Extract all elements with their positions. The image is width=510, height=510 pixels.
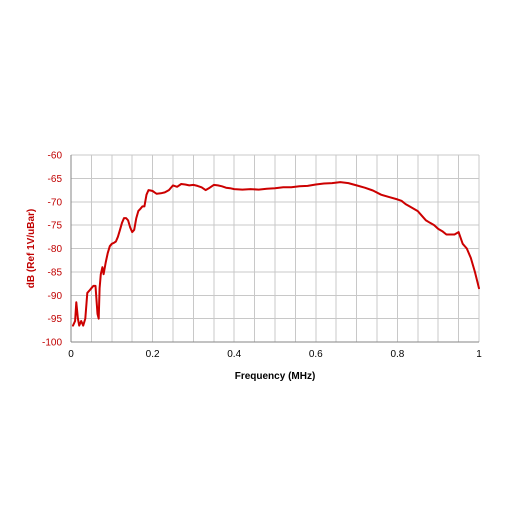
- y-tick-label: -80: [48, 244, 63, 255]
- y-tick-label: -75: [48, 221, 63, 232]
- y-tick-label: -65: [48, 174, 63, 185]
- y-tick-labels: -60 -65 -70 -75 -80 -85 -90 -95 -100: [42, 151, 62, 349]
- x-tick-label: 1: [476, 349, 482, 360]
- y-tick-label: -70: [48, 197, 63, 208]
- x-tick-label: 0.2: [146, 349, 160, 360]
- x-tick-label: 0: [68, 349, 74, 360]
- x-tick-label: 0.8: [390, 349, 404, 360]
- x-tick-labels: 0 0.2 0.4 0.6 0.8 1: [68, 349, 482, 360]
- y-tick-label: -85: [48, 267, 63, 278]
- series-line: [72, 181, 480, 327]
- x-axis-title: Frequency (MHz): [235, 371, 316, 382]
- x-tick-label: 0.4: [227, 349, 241, 360]
- y-tick-label: -100: [42, 338, 62, 349]
- y-tick-label: -95: [48, 314, 63, 325]
- y-tick-label: -60: [48, 151, 63, 162]
- y-tick-label: -90: [48, 291, 63, 302]
- y-axis-title: dB (Ref 1V/uBar): [26, 209, 37, 288]
- horizontal-gridlines: [71, 154, 479, 320]
- x-tick-label: 0.6: [309, 349, 323, 360]
